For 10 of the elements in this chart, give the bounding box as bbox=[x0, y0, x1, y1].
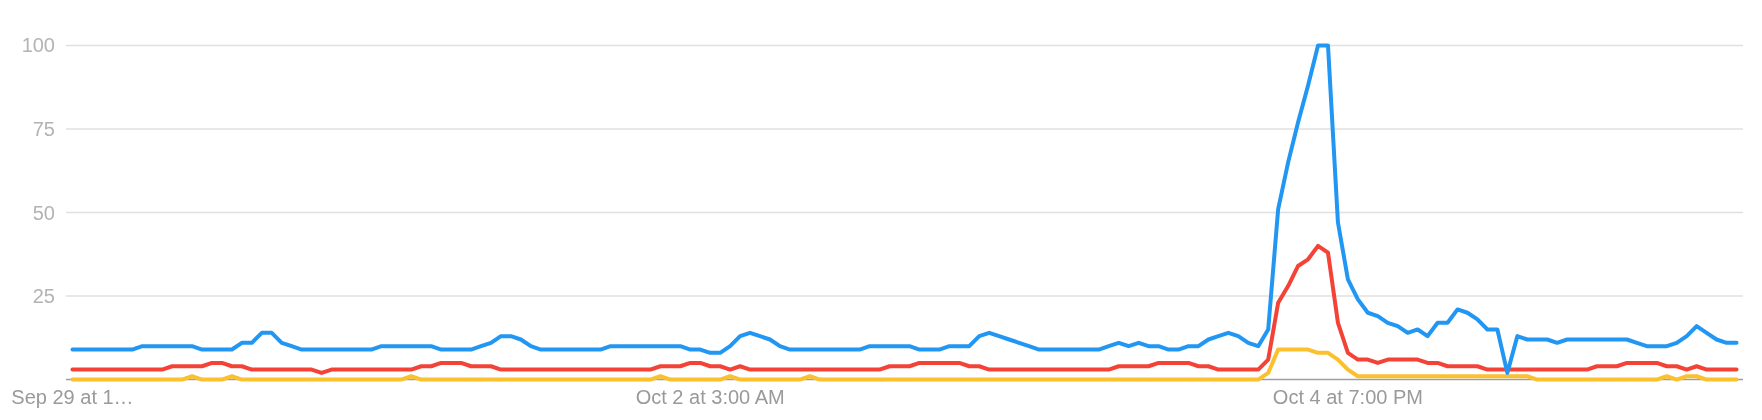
line-series bbox=[70, 243, 1739, 375]
y-tick-label: 100 bbox=[21, 34, 55, 57]
y-tick-label: 50 bbox=[32, 201, 55, 224]
line-series bbox=[70, 347, 1739, 382]
x-tick-label: Oct 2 at 3:00 AM bbox=[635, 386, 785, 408]
x-tick-label: Sep 29 at 1… bbox=[11, 386, 134, 408]
y-tick-label: 75 bbox=[32, 117, 55, 140]
line-series bbox=[70, 43, 1739, 375]
x-tick-label: Oct 4 at 7:00 PM bbox=[1272, 386, 1423, 408]
y-tick-label: 25 bbox=[32, 285, 55, 308]
